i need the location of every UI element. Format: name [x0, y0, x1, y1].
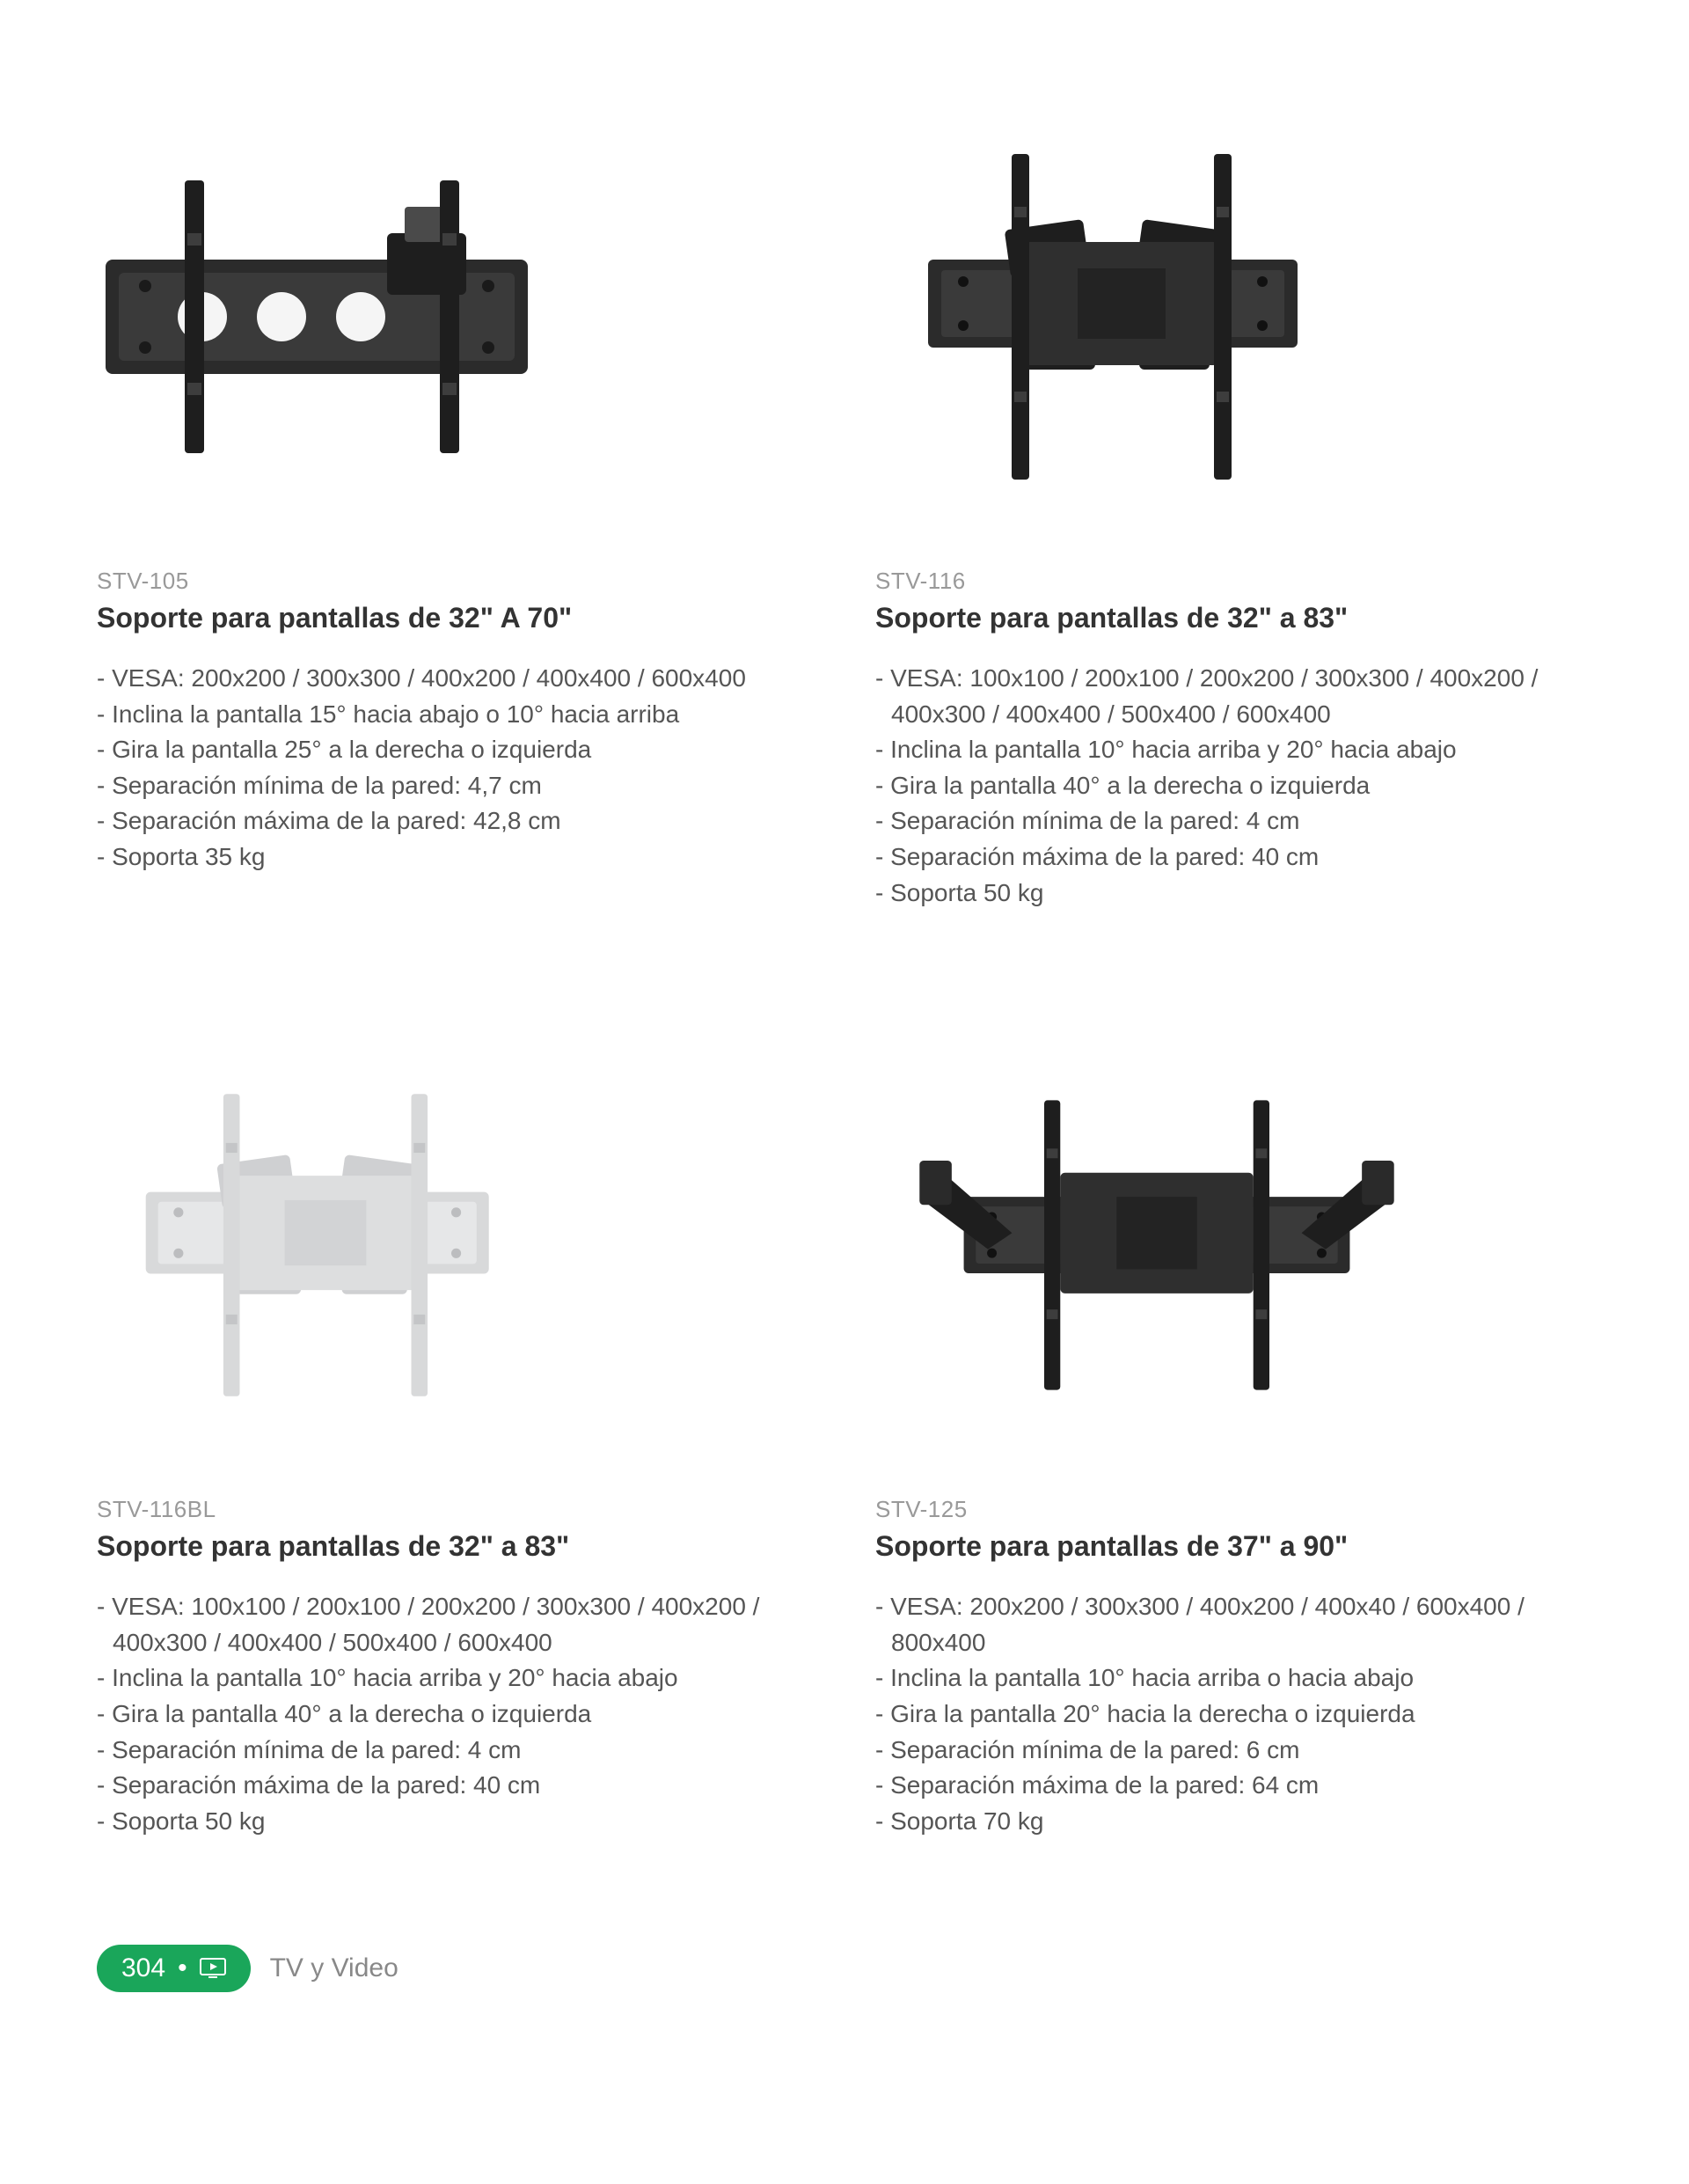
spec-item: Soporta 50 kg: [875, 876, 1592, 912]
spec-item: VESA: 200x200 / 300x300 / 400x200 / 400x…: [875, 1589, 1592, 1660]
spec-item: Separación máxima de la pared: 40 cm: [97, 1768, 814, 1804]
spec-item: Soporta 35 kg: [97, 839, 814, 876]
spec-item: Soporta 70 kg: [875, 1804, 1592, 1840]
tv-play-icon: [200, 1958, 226, 1979]
product-sku: STV-125: [875, 1496, 1592, 1523]
spec-item: Separación máxima de la pared: 40 cm: [875, 839, 1592, 876]
spec-item: Separación máxima de la pared: 42,8 cm: [97, 803, 814, 839]
spec-item: Gira la pantalla 40° a la derecha o izqu…: [97, 1697, 814, 1733]
product-sku: STV-116BL: [97, 1496, 814, 1523]
product-card: STV-116BL Soporte para pantallas de 32" …: [97, 1034, 814, 1839]
product-card: STV-116 Soporte para pantallas de 32" a …: [875, 106, 1592, 911]
spec-item: VESA: 200x200 / 300x300 / 400x200 / 400x…: [97, 661, 814, 697]
product-sku: STV-105: [97, 568, 814, 595]
spec-item: Inclina la pantalla 15° hacia abajo o 10…: [97, 697, 814, 733]
product-specs: VESA: 100x100 / 200x100 / 200x200 / 300x…: [97, 1589, 814, 1839]
page-number: 304: [121, 1953, 165, 1983]
product-title: Soporte para pantallas de 32" A 70": [97, 602, 814, 634]
products-grid: STV-105 Soporte para pantallas de 32" A …: [97, 106, 1592, 1839]
spec-item: Gira la pantalla 25° a la derecha o izqu…: [97, 732, 814, 768]
product-title: Soporte para pantallas de 37" a 90": [875, 1530, 1592, 1563]
product-specs: VESA: 200x200 / 300x300 / 400x200 / 400x…: [875, 1589, 1592, 1839]
product-specs: VESA: 100x100 / 200x100 / 200x200 / 300x…: [875, 661, 1592, 911]
spec-item: Separación mínima de la pared: 4 cm: [97, 1733, 814, 1769]
separator-dot: •: [178, 1953, 187, 1983]
spec-item: VESA: 100x100 / 200x100 / 200x200 / 300x…: [97, 1589, 814, 1660]
spec-item: Inclina la pantalla 10° hacia arriba o h…: [875, 1660, 1592, 1697]
spec-item: Gira la pantalla 40° a la derecha o izqu…: [875, 768, 1592, 804]
spec-item: Soporta 50 kg: [97, 1804, 814, 1840]
product-specs: VESA: 200x200 / 300x300 / 400x200 / 400x…: [97, 661, 814, 876]
spec-item: Separación mínima de la pared: 4 cm: [875, 803, 1592, 839]
spec-item: VESA: 100x100 / 200x100 / 200x200 / 300x…: [875, 661, 1592, 732]
spec-item: Separación mínima de la pared: 6 cm: [875, 1733, 1592, 1769]
product-title: Soporte para pantallas de 32" a 83": [97, 1530, 814, 1563]
page-footer: 304 • TV y Video: [97, 1945, 1592, 1992]
product-card: STV-105 Soporte para pantallas de 32" A …: [97, 106, 814, 911]
footer-category: TV y Video: [270, 1953, 398, 1983]
product-image: [875, 1034, 1592, 1456]
product-image: [875, 106, 1592, 528]
product-title: Soporte para pantallas de 32" a 83": [875, 602, 1592, 634]
spec-item: Gira la pantalla 20° hacia la derecha o …: [875, 1697, 1592, 1733]
product-card: STV-125 Soporte para pantallas de 37" a …: [875, 1034, 1592, 1839]
product-image: [97, 1034, 814, 1456]
product-image: [97, 106, 814, 528]
spec-item: Inclina la pantalla 10° hacia arriba y 2…: [97, 1660, 814, 1697]
product-sku: STV-116: [875, 568, 1592, 595]
page-badge: 304 •: [97, 1945, 251, 1992]
spec-item: Separación mínima de la pared: 4,7 cm: [97, 768, 814, 804]
spec-item: Separación máxima de la pared: 64 cm: [875, 1768, 1592, 1804]
spec-item: Inclina la pantalla 10° hacia arriba y 2…: [875, 732, 1592, 768]
